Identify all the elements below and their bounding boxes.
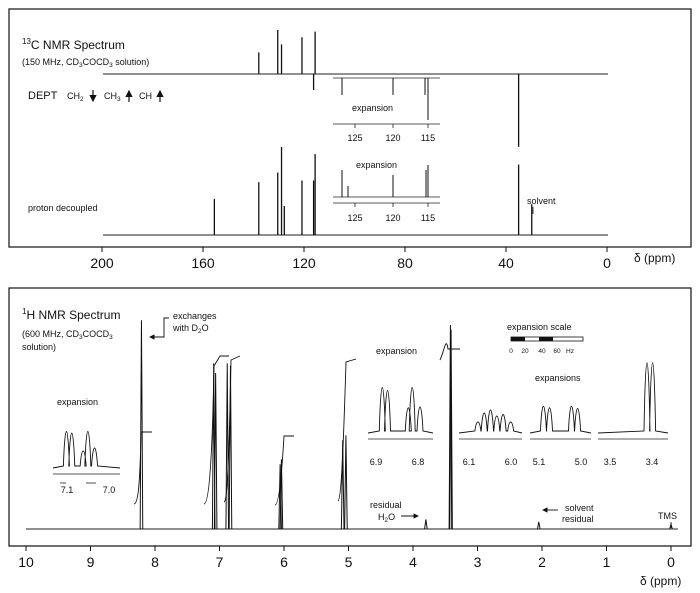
h1-subtitle-line2: solution) (22, 342, 56, 352)
h1-expansion-insets (52, 362, 669, 475)
scale-tick-hz: Hz (566, 348, 574, 355)
h1-tick-label: 10 (18, 554, 34, 570)
c13-subtitle: (150 MHz, CD3COCD3 solution) (22, 57, 149, 69)
dept-peaks (258, 30, 520, 147)
c13-exp2-tick-120: 120 (385, 213, 400, 223)
scale-tick-40: 40 (538, 348, 546, 355)
h1-peak (536, 521, 541, 530)
c13-exp1-tick-115: 115 (421, 133, 435, 143)
h1-x-axis-label: δ (ppm) (640, 574, 681, 588)
c13-tick-label: 200 (90, 255, 114, 271)
h1-expansion-mid-label: expansion (376, 346, 417, 356)
c13-tick-label: 0 (603, 255, 611, 271)
exchanges-label: exchanges (173, 311, 217, 321)
inset-tick-6-9: 6.9 (370, 457, 383, 467)
inset-tick-6-8: 6.8 (412, 457, 425, 467)
h1-tick-label: 3 (474, 554, 482, 570)
h1-peak (139, 320, 144, 530)
h1-peak (344, 435, 348, 530)
tms-label: TMS (658, 511, 677, 521)
c13-exp1-tick-125: 125 (347, 133, 362, 143)
c13-tick-label: 40 (498, 255, 514, 271)
c13-exp1-tick-120: 120 (385, 133, 400, 143)
h1-subtitle: (600 MHz, CD3COCD3 (22, 329, 113, 341)
h1-x-axis: 10 9 8 7 6 5 4 3 2 1 0 (16, 545, 684, 570)
solvent-residual-label: solvent (565, 503, 594, 513)
inset-tick-7-1: 7.1 (61, 485, 74, 495)
c13-expansion-2: expansion 125 120 115 (333, 160, 440, 223)
integral-curves (133, 343, 460, 506)
expansion-scale: expansion scale 0 20 40 60 Hz (507, 322, 584, 355)
c13-expansion-2-label: expansion (356, 160, 397, 170)
h1-tick-label: 8 (151, 554, 159, 570)
decoupled-peaks (213, 147, 533, 235)
inset-trace-7-1 (52, 431, 121, 469)
scale-tick-20: 20 (521, 348, 529, 355)
h1-tick-label: 5 (345, 554, 353, 570)
h1-tick-label: 6 (280, 554, 288, 570)
exchanges-label-2: with D2O (172, 323, 209, 335)
h1-tick-label: 2 (538, 554, 546, 570)
h1-peak (213, 372, 218, 530)
h1-spectrum (26, 320, 678, 530)
inset-trace-6-9 (367, 387, 434, 434)
h1-peak (448, 324, 453, 530)
exchanges-arrow-icon (149, 317, 169, 340)
h1-expansion-left-label: expansion (57, 397, 98, 407)
inset-tick-5-0: 5.0 (575, 457, 588, 467)
h1-peak (279, 459, 284, 530)
proton-decoupled-label: proton decoupled (28, 203, 98, 213)
h1-title: 1H NMR Spectrum (22, 307, 120, 322)
dept-label: DEPT (28, 90, 58, 102)
c13-expansion-1-label: expansion (352, 103, 393, 113)
inset-tick-3-4: 3.4 (646, 457, 659, 467)
c13-tick-label: 80 (397, 255, 413, 271)
h1-tick-label: 1 (603, 554, 611, 570)
c13-exp2-tick-125: 125 (347, 213, 362, 223)
expansion-scale-label: expansion scale (507, 322, 572, 332)
c13-tick-label: 120 (292, 255, 316, 271)
dept-ch2-label: CH2 (67, 91, 84, 103)
inset-trace-5-1 (529, 406, 592, 434)
inset-tick-6-1: 6.1 (463, 457, 476, 467)
inset-tick-5-1: 5.1 (533, 457, 546, 467)
inset-trace-6-1 (458, 409, 523, 434)
h1-tick-label: 9 (87, 554, 95, 570)
c13-x-axis: 200 160 120 80 40 0 (90, 246, 611, 271)
dept-ch-label: CH (139, 91, 152, 101)
inset-trace-3-4 (597, 362, 669, 434)
h1-peak (424, 519, 428, 530)
solvent-residual-label-2: residual (562, 514, 594, 524)
h1-expansions-label: expansions (535, 373, 581, 383)
inset-tick-3-5: 3.5 (604, 457, 617, 467)
scale-tick-60: 60 (553, 348, 561, 355)
h1-tick-label: 0 (667, 554, 675, 570)
h1-peak (225, 363, 230, 530)
c13-tick-label: 160 (191, 255, 215, 271)
h1-peak (449, 329, 453, 530)
inset-tick-7-0: 7.0 (103, 485, 116, 495)
h1-tick-label: 7 (216, 554, 224, 570)
solvent-label: solvent (527, 196, 556, 206)
inset-tick-6-0: 6.0 (505, 457, 518, 467)
h1-peak (340, 440, 345, 530)
dept-ch3-label: CH3 (104, 91, 121, 103)
c13-x-axis-label: δ (ppm) (634, 251, 675, 265)
c13-exp2-tick-115: 115 (421, 213, 435, 223)
h1-tick-label: 4 (409, 554, 417, 570)
residual-water-label: residual (370, 500, 402, 510)
scale-tick-0: 0 (509, 348, 513, 355)
residual-water-label-2: H2O (378, 512, 395, 524)
c13-expansion-1: expansion 125 120 115 (333, 77, 440, 143)
c13-title: 13C NMR Spectrum (22, 37, 125, 52)
